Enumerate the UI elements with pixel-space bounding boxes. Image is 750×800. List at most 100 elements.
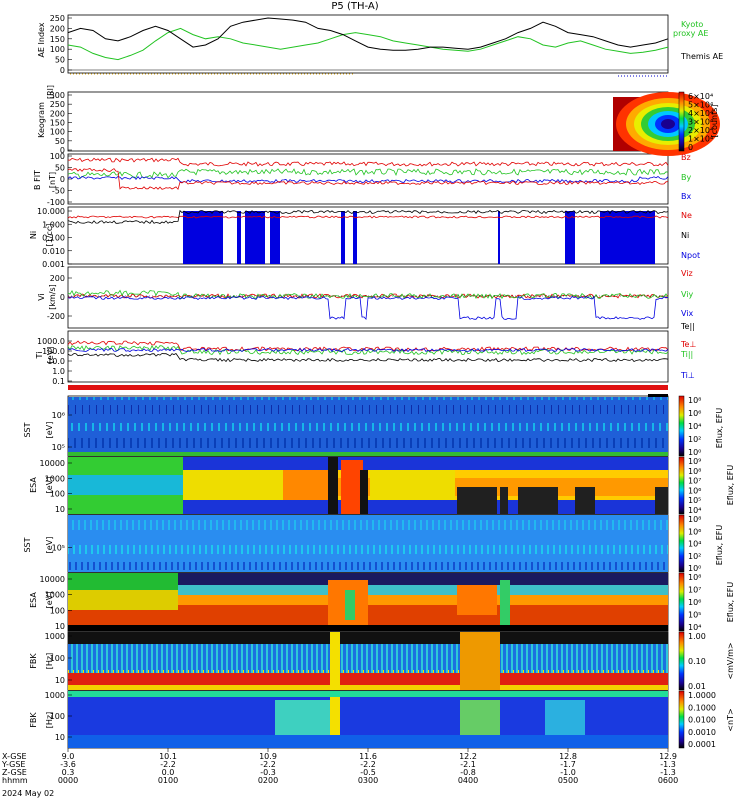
sst-i-colorbar-labels: 10⁸ 10⁶ 10⁴ 10² 10⁰ — [688, 515, 701, 573]
y-tick-label: 1000 — [45, 632, 65, 641]
x-tick-label: 10.9 — [259, 752, 277, 761]
npot-bar — [341, 211, 345, 264]
esa-i-ylabel: ESA — [29, 592, 38, 608]
ni-line — [67, 209, 669, 224]
colorbar-tick-label: 10⁴ — [688, 623, 701, 632]
npot-bar — [600, 211, 655, 264]
y-tick-label: 50 — [55, 137, 65, 146]
sst-i-colorbar — [678, 514, 685, 573]
bfield-legend-bx: Bx — [681, 192, 691, 201]
bfield-series — [67, 157, 669, 191]
esa-i-colorbar-labels: 10⁸ 10⁷ 10⁶ 10⁵ 10⁴ — [688, 573, 701, 632]
x-tick-label: 10.1 — [159, 752, 177, 761]
x-tick-label: -1.0 — [560, 768, 576, 777]
y-tick-label: 100 — [50, 128, 65, 137]
colorbar-tick-label: 0.0100 — [688, 716, 716, 725]
density-units: [1/cc] — [45, 224, 54, 247]
x-tick-label: 0.3 — [62, 768, 75, 777]
sst-i-ylabel: SST — [23, 537, 32, 552]
x-tick-label: -3.6 — [60, 760, 76, 769]
y-tick-label: -200 — [47, 312, 65, 321]
npot-bar — [183, 211, 223, 264]
velocity-legend-tepar: Te|| — [680, 322, 695, 331]
x-tick-label: -1.3 — [660, 768, 676, 777]
x-tick-label: -2.1 — [460, 760, 476, 769]
y-tick-label: 0.010 — [42, 247, 65, 256]
npot-bar — [565, 211, 575, 264]
keogram-units: [Rl] — [46, 85, 55, 99]
fbk-e-panel: FBK [Hz] 1000 100 10 1.00 0.10 0.01 <mV/m> — [29, 631, 735, 691]
y-tick-label: 10000 — [40, 575, 65, 584]
sst-ion-panel: SST [eV] 10⁵ 10⁸ 10⁶ 10⁴ 10² 10⁰ Eflux, EFU — [23, 514, 724, 573]
ae-ylabel: AE Index — [37, 22, 46, 57]
vix-line — [67, 295, 669, 321]
sst-i-units: [eV] — [45, 537, 54, 554]
y-tick-label: 0.1 — [52, 377, 65, 386]
density-legend-npot: Npot — [681, 251, 700, 260]
y-tick-label: 100 — [50, 45, 65, 54]
colorbar-tick-label: 0.1000 — [688, 703, 716, 712]
velocity-panel: Vi [km/s] 200 0 -200 Viz Viy Vix Te|| — [37, 269, 695, 331]
fbk-b-colorbar — [678, 690, 685, 749]
x-row-label: X-GSE — [2, 752, 27, 761]
y-tick-label: 1000 — [45, 591, 65, 600]
colorbar-tick-label: 10⁵ — [688, 496, 701, 505]
y-tick-label: 0 — [60, 175, 65, 184]
y-tick-label: 100.0 — [42, 347, 65, 356]
sst-electron-spectrogram — [68, 397, 668, 455]
x-tick-label: -1.7 — [560, 760, 576, 769]
panel-frame — [67, 14, 669, 74]
y-tick-label: 10.000 — [37, 207, 65, 216]
sst-e-cbar-units: Eflux, EFU — [715, 408, 724, 449]
velocity-legend-viy: Viy — [681, 290, 694, 299]
y-tick-label: 10⁶ — [52, 411, 65, 420]
x-tick-label: 0000 — [58, 776, 78, 785]
fbk-b-units: [Hz] — [45, 712, 54, 728]
esa-e-ylabel: ESA — [29, 477, 38, 493]
x-tick-label: -2.2 — [360, 760, 376, 769]
sst-e-units: [eV] — [45, 422, 54, 439]
npot-bar — [498, 211, 500, 264]
sst-i-yticks: 10⁵ — [52, 544, 72, 553]
colorbar-tick-label: 0.10 — [688, 657, 706, 666]
colorbar-tick-label: 10⁶ — [688, 527, 701, 536]
fbk-b-spectrogram — [68, 691, 668, 748]
y-tick-label: 1.000 — [42, 220, 65, 229]
y-tick-label: 0 — [60, 293, 65, 302]
x-tick-label: 0500 — [558, 776, 578, 785]
temperature-legend-teperp: Te⊥ — [680, 340, 696, 349]
x-tick-label: 9.0 — [62, 752, 75, 761]
y-tick-label: -100 — [47, 198, 65, 207]
density-npot-bars — [183, 211, 655, 264]
y-tick-label: 10⁵ — [52, 443, 65, 452]
sst-e-colorbar — [678, 395, 685, 457]
sst-electron-panel: SST [eV] 10⁶ 10⁵ 10⁸ 10⁶ 10⁴ 10² 10⁰ Eflux, E… — [23, 395, 724, 457]
sst-e-colorbar-labels: 10⁸ 10⁶ 10⁴ 10² 10⁰ — [688, 396, 701, 457]
colorbar-tick-label: 10⁵ — [688, 611, 701, 620]
esa-e-cbar-units: Eflux, EFU — [726, 465, 735, 506]
y-tick-label: 1.0 — [52, 367, 65, 376]
ae-legend-proxy: proxy AE — [673, 29, 708, 38]
esa-e-colorbar — [678, 456, 685, 515]
y-tick-label: 10 — [55, 676, 65, 685]
colorbar-tick-label: 10⁶ — [688, 598, 701, 607]
colorbar-tick-label: 1.0000 — [688, 691, 716, 700]
bx-line — [67, 176, 669, 184]
fbk-b-colorbar-labels: 1.0000 0.1000 0.0100 0.0010 0.0001 — [688, 691, 716, 749]
y-tick-label: 0 — [60, 146, 65, 155]
y-tick-label: 100 — [50, 606, 65, 615]
colorbar-tick-label: 10⁶ — [688, 486, 701, 495]
temperature-ylabel: Ti — [35, 352, 44, 360]
tepar-line — [67, 352, 669, 363]
bfield-yticks: 100 50 0 -50 -100 — [47, 152, 72, 207]
colorbar-tick-label: 10⁸ — [688, 573, 701, 582]
colorbar-tick-label: 10⁷ — [688, 477, 701, 486]
bz-line-lower — [67, 168, 669, 191]
density-legend-ni: Ni — [681, 231, 689, 240]
fbk-e-spectrogram — [68, 632, 668, 690]
y-tick-label: 10000 — [40, 459, 65, 468]
